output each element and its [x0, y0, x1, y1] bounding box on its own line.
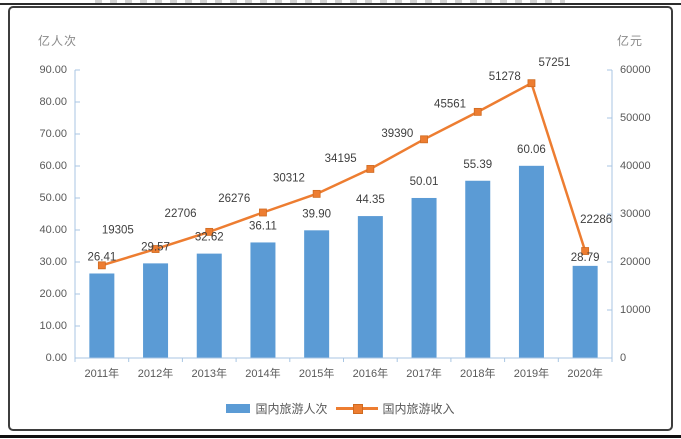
x-tick-label: 2012年: [138, 366, 173, 380]
top-horizontal-rule: [0, 3, 681, 5]
y-right-tick-label: 10000: [620, 304, 651, 316]
legend-line-swatch-icon: [335, 404, 378, 414]
y-left-tick-label: 90.00: [39, 64, 67, 76]
bar: [143, 263, 169, 358]
y-right-tick-label: 30000: [620, 208, 651, 220]
cropped-title-remnant: [95, 0, 565, 3]
x-tick-label: 2020年: [567, 366, 602, 380]
y-left-tick-label: 20.00: [39, 288, 67, 300]
plot-svg: 0.00 10.00 20.00 30.00 40.00 50.00 60.00 70.00 8…: [39, 57, 651, 380]
y-left-tick-label: 10.00: [39, 320, 67, 332]
bar-value-label: 36.11: [249, 220, 277, 232]
bar-value-label: 39.90: [302, 208, 331, 220]
line-marker-icon: [205, 227, 214, 236]
line-value-label: 39390: [381, 128, 413, 140]
line-marker-icon: [581, 247, 590, 255]
x-tick-label: 2013年: [192, 366, 227, 380]
legend-item-line-series: 国内旅游收入: [335, 400, 455, 417]
y-right-tick-label: 60000: [620, 64, 651, 76]
x-tick-label: 2017年: [406, 366, 441, 380]
line-marker-icon: [259, 208, 267, 217]
x-tick-label: 2018年: [460, 366, 495, 380]
y-left-tick-label: 50.00: [39, 192, 67, 204]
x-tick-label: 2011年: [85, 366, 120, 380]
bar-value-label: 55.39: [463, 159, 492, 171]
bar-value-label: 32.62: [195, 232, 224, 244]
line-value-label: 45561: [434, 98, 466, 110]
line-value-label: 19305: [102, 224, 134, 236]
x-tick-label: 2014年: [245, 366, 280, 380]
legend-bar-swatch-icon: [226, 404, 251, 413]
line-marker-icon: [151, 245, 160, 253]
bar: [89, 273, 115, 358]
y-left-tick-label: 0.00: [46, 352, 67, 364]
y-left-tick-label: 80.00: [39, 96, 67, 108]
x-tick-label: 2016年: [353, 366, 388, 380]
line-marker-icon: [366, 165, 375, 173]
bar: [250, 242, 276, 358]
bar-value-label: 29.57: [141, 241, 170, 253]
line-value-label: 22286: [580, 214, 612, 226]
legend-line-label: 国内旅游收入: [382, 402, 455, 416]
line-value-label: 22706: [165, 208, 197, 220]
bar: [411, 197, 437, 358]
y-left-tick-label: 40.00: [39, 224, 67, 236]
bar-value-label: 50.01: [410, 176, 439, 188]
line-marker-icon: [312, 189, 321, 198]
bar: [518, 165, 544, 358]
bar-value-label: 44.35: [356, 194, 385, 206]
y-left-tick-label: 30.00: [39, 256, 67, 268]
x-tick-label: 2015年: [299, 366, 334, 380]
bar-value-label: 28.79: [571, 252, 600, 264]
chart-frame: 亿人次 亿元 0.00 10.00 20.00 30.00 40.00 50.00 60.0…: [8, 6, 673, 431]
legend-item-bar-series: 国内旅游人次: [226, 400, 328, 417]
legend-line-marker-icon: [352, 404, 363, 414]
line-marker-icon: [97, 261, 106, 270]
line-marker-icon: [527, 79, 536, 88]
y-left-tick-label: 60.00: [39, 160, 67, 172]
line-value-label: 34195: [325, 153, 357, 165]
legend-bar-label: 国内旅游人次: [255, 402, 328, 416]
bar-value-label: 60.06: [517, 144, 546, 156]
bottom-horizontal-rule: [0, 435, 681, 438]
line-value-label: 30312: [273, 173, 305, 185]
y-right-tick-label: 50000: [620, 112, 651, 124]
y-left-tick-label: 70.00: [39, 128, 67, 140]
bar: [357, 216, 383, 358]
line-marker-icon: [420, 135, 428, 144]
line-value-label: 51278: [489, 71, 521, 83]
line-marker-icon: [473, 107, 482, 116]
y-right-tick-label: 40000: [620, 160, 651, 172]
y-right-tick-label: 0: [620, 352, 626, 364]
line-value-label: 57251: [538, 57, 570, 69]
bar: [196, 253, 222, 358]
line-value-label: 26276: [218, 193, 250, 205]
x-tick-label: 2019年: [514, 366, 549, 380]
right-axis-title: 亿元: [616, 34, 643, 48]
left-axis-title: 亿人次: [38, 34, 78, 48]
bar-value-label: 26.41: [87, 251, 116, 263]
bar: [572, 265, 598, 358]
revenue-line: [101, 81, 587, 267]
bar: [304, 230, 330, 358]
bar: [465, 180, 491, 358]
chart-legend: 国内旅游人次 国内旅游收入: [10, 400, 671, 417]
y-right-tick-label: 20000: [620, 256, 651, 268]
